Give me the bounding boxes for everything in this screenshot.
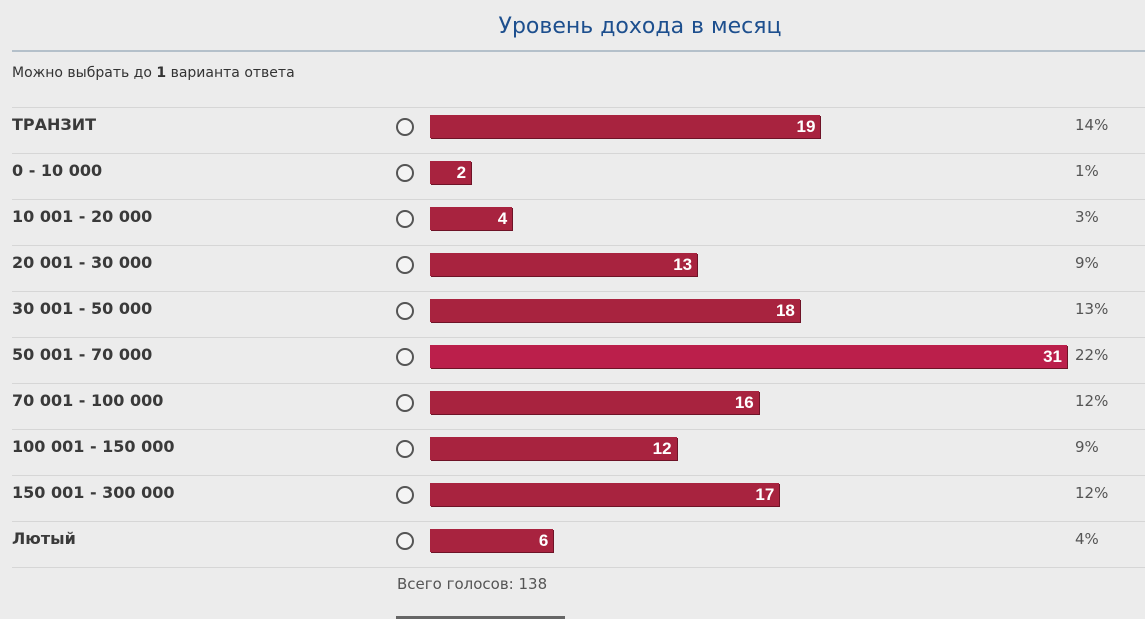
vote-count: 6 — [538, 530, 549, 550]
vote-bar: 6 — [430, 529, 554, 552]
total-underline — [396, 616, 565, 619]
vote-count: 13 — [673, 254, 693, 274]
vote-count: 31 — [1043, 346, 1062, 366]
vote-bar: 16 — [430, 391, 759, 414]
vote-count: 2 — [456, 162, 467, 182]
vote-percent: 1% — [1075, 162, 1099, 180]
option-label: 10 001 - 20 000 — [12, 207, 153, 226]
option-label: 70 001 - 100 000 — [12, 391, 164, 410]
vote-count: 12 — [652, 438, 672, 458]
radio-button[interactable] — [396, 486, 414, 504]
radio-button[interactable] — [396, 302, 414, 320]
vote-percent: 22% — [1075, 346, 1109, 364]
total-label: Всего голосов: — [397, 575, 514, 593]
radio-button[interactable] — [396, 164, 414, 182]
title-rule — [12, 50, 1145, 52]
radio-button[interactable] — [396, 532, 414, 550]
vote-bar: 31 — [430, 345, 1067, 368]
total: Всего голосов: 138 — [397, 575, 547, 593]
row-separator — [12, 153, 1145, 154]
row-separator — [12, 429, 1145, 430]
vote-percent: 12% — [1075, 392, 1109, 410]
total-value: 138 — [518, 575, 548, 593]
instruction: Можно выбрать до 1 варианта ответа — [12, 65, 295, 81]
instruction-count: 1 — [156, 65, 167, 81]
radio-button[interactable] — [396, 348, 414, 366]
option-label: 100 001 - 150 000 — [12, 437, 175, 456]
row-separator — [12, 199, 1145, 200]
row-separator — [12, 383, 1145, 384]
row-separator — [12, 291, 1145, 292]
vote-percent: 12% — [1075, 484, 1109, 502]
option-label: ТРАНЗИТ — [12, 115, 97, 134]
option-label: Лютый — [12, 529, 76, 548]
vote-bar: 2 — [430, 161, 472, 184]
vote-bar: 12 — [430, 437, 677, 460]
row-separator — [12, 567, 1145, 568]
vote-bar: 17 — [430, 483, 780, 506]
instruction-text: варианта ответа — [170, 65, 295, 81]
radio-button[interactable] — [396, 118, 414, 136]
row-separator — [12, 245, 1145, 246]
radio-button[interactable] — [396, 256, 414, 274]
vote-percent: 9% — [1075, 438, 1099, 456]
vote-bar: 18 — [430, 299, 800, 322]
radio-button[interactable] — [396, 394, 414, 412]
radio-button[interactable] — [396, 440, 414, 458]
vote-count: 16 — [734, 392, 754, 412]
vote-count: 4 — [497, 208, 508, 228]
radio-button[interactable] — [396, 210, 414, 228]
option-label: 50 001 - 70 000 — [12, 345, 153, 364]
row-separator — [12, 337, 1145, 338]
option-label: 150 001 - 300 000 — [12, 483, 175, 502]
vote-bar: 13 — [430, 253, 698, 276]
vote-count: 17 — [755, 484, 775, 504]
vote-percent: 14% — [1075, 116, 1109, 134]
poll-title: Уровень дохода в месяц — [498, 14, 782, 39]
vote-percent: 9% — [1075, 254, 1099, 272]
row-separator — [12, 521, 1145, 522]
row-separator — [12, 107, 1145, 108]
option-label: 20 001 - 30 000 — [12, 253, 153, 272]
vote-bar: 19 — [430, 115, 821, 138]
vote-percent: 4% — [1075, 530, 1099, 548]
option-label: 30 001 - 50 000 — [12, 299, 153, 318]
instruction-text: Можно выбрать до — [12, 65, 152, 81]
vote-bar: 4 — [430, 207, 513, 230]
row-separator — [12, 475, 1145, 476]
vote-count: 19 — [796, 116, 816, 136]
vote-percent: 13% — [1075, 300, 1109, 318]
option-label: 0 - 10 000 — [12, 161, 103, 180]
vote-percent: 3% — [1075, 208, 1099, 226]
vote-count: 18 — [775, 300, 795, 320]
